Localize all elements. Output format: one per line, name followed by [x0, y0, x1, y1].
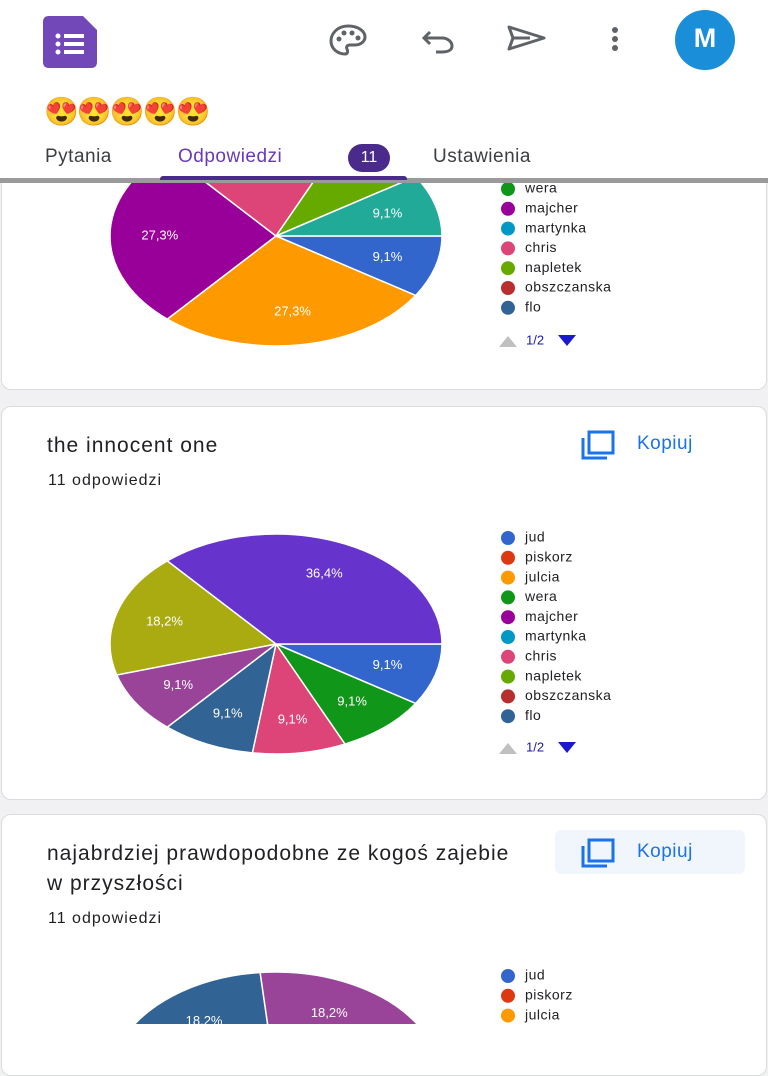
pager-prev	[499, 743, 517, 754]
legend-label: chris	[525, 239, 557, 255]
pager-label: 1/2	[526, 332, 544, 347]
legend-label: martynka	[525, 219, 587, 235]
pie-slice	[275, 643, 443, 705]
legend-label: piskorz	[525, 549, 573, 565]
legend-label: jud	[524, 967, 545, 983]
slice-label: 9,1%	[373, 206, 403, 221]
legend-label: julcia	[524, 1006, 560, 1022]
legend-dot	[501, 550, 515, 565]
legend-dot	[501, 281, 515, 295]
legend-dot	[501, 182, 515, 196]
legend-dot	[501, 570, 515, 585]
legend-dot	[501, 709, 515, 724]
tab[interactable]: Ustawienia	[433, 146, 531, 167]
legend-dot	[501, 689, 515, 704]
forms-logo[interactable]	[43, 16, 99, 68]
charts: 9,1% 27,3% 27,3% 9,1% wera majcher martynka chr…	[109, 125, 611, 1024]
pie-slice	[109, 559, 278, 676]
legend-dot	[501, 988, 515, 1003]
legend-dot	[501, 610, 515, 625]
slice-label: 27,3%	[274, 304, 311, 319]
copy-button[interactable]: Kopiuj	[555, 422, 745, 466]
legend-dot	[501, 630, 515, 644]
tab-badge: 11	[348, 144, 390, 172]
copy-label: Kopiuj	[637, 841, 693, 862]
slice-label: 9,1%	[213, 705, 243, 720]
undo-icon[interactable]	[420, 26, 456, 54]
send-icon[interactable]	[506, 24, 548, 52]
pie-slice	[251, 642, 347, 755]
slice-label: 9,1%	[163, 677, 193, 692]
legend-dot	[501, 969, 515, 983]
more-icon[interactable]	[606, 26, 624, 54]
legend-dot	[501, 1008, 515, 1023]
legend-label: obszczanska	[525, 279, 611, 295]
slice-label: 27,3%	[141, 227, 178, 242]
copy-icon	[581, 430, 615, 460]
pager-prev	[499, 336, 517, 347]
pie-slice	[134, 971, 269, 1024]
legend-label: julcia	[524, 568, 560, 584]
question-title: the innocent one	[47, 434, 219, 457]
pager-next	[558, 335, 576, 346]
legend-dot	[501, 669, 515, 684]
response-count: 11 odpowiedzi	[48, 910, 163, 927]
legend-label: majcher	[525, 200, 578, 216]
legend-label: napletek	[525, 259, 582, 275]
legend-dot	[501, 241, 515, 256]
slice-label: 9,1%	[373, 657, 403, 672]
pie-slice	[275, 235, 443, 297]
legend-label: chris	[525, 648, 557, 664]
app-bar: M 😍😍😍😍😍 Pytania Odpowiedzi 11 Ustawienia	[0, 0, 768, 183]
legend-label: napletek	[525, 667, 582, 683]
pie-slice	[165, 235, 417, 347]
slice-label: 18,2%	[186, 1013, 223, 1024]
slice-label: 9,1%	[373, 249, 403, 264]
pie-slice	[165, 642, 278, 754]
question-title: najabrdziej prawdopodobne ze kogoś zajeb…	[47, 842, 510, 895]
legend-dot	[501, 590, 515, 605]
pie-slice	[165, 533, 443, 645]
legend-dot	[501, 261, 515, 276]
copy-button[interactable]: Kopiuj	[555, 830, 745, 874]
pie-slice	[259, 971, 418, 1024]
legend-label: jud	[524, 529, 545, 545]
tab-indicator	[160, 176, 407, 180]
pie-slice	[273, 642, 417, 745]
pager-label: 1/2	[526, 739, 544, 754]
legend-dot	[501, 649, 515, 664]
form-title: 😍😍😍😍😍	[44, 96, 210, 127]
legend-label: wera	[524, 180, 557, 196]
legend-label: majcher	[525, 608, 578, 624]
legend-label: wera	[524, 588, 557, 604]
legend-label: flo	[525, 299, 541, 315]
legend-label: flo	[525, 707, 541, 723]
tab-active[interactable]: Odpowiedzi	[178, 146, 283, 167]
slice-label: 18,2%	[146, 614, 183, 629]
slice-label: 9,1%	[337, 694, 367, 709]
palette-icon[interactable]	[328, 22, 370, 58]
legend-dot	[501, 201, 515, 216]
legend-label: martynka	[525, 628, 587, 644]
slice-label: 9,1%	[278, 712, 308, 727]
slice-label: 36,4%	[306, 565, 343, 580]
legend-dot	[501, 221, 515, 236]
legend-dot	[501, 531, 515, 545]
response-count: 11 odpowiedzi	[48, 472, 163, 489]
avatar-letter: M	[693, 23, 717, 53]
slice-label: 18,2%	[311, 1005, 348, 1020]
legend-label: piskorz	[525, 987, 573, 1003]
pager-next	[558, 742, 576, 753]
legend-label: obszczanska	[525, 687, 611, 703]
copy-icon	[581, 838, 615, 868]
copy-label: Kopiuj	[637, 433, 693, 454]
pie-slice	[115, 643, 277, 729]
avatar[interactable]: M	[675, 10, 735, 70]
tab[interactable]: Pytania	[45, 146, 112, 167]
legend-dot	[501, 300, 515, 315]
